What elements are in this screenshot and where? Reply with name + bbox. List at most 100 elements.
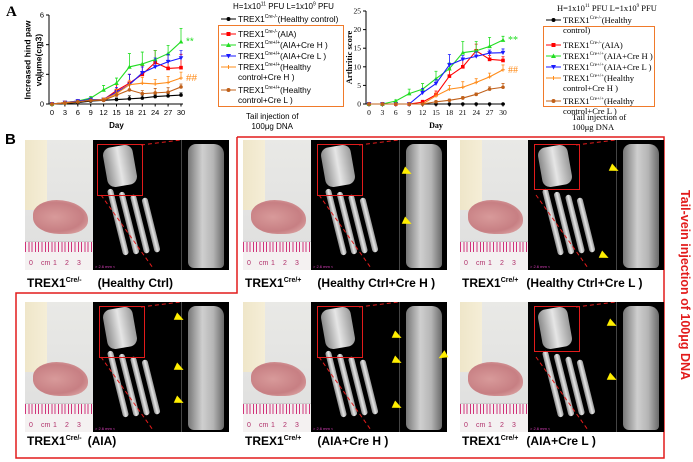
dose-l-exp: 9 [312,1,316,8]
legend-label: TREX1Cre-/-(Healthy control) [563,15,632,35]
data-point [166,94,170,98]
y-tick-label: 0 [40,100,44,109]
data-point [50,102,54,106]
magnified-joint-image [399,140,447,270]
paw-photo: 0 cm 1 2 3 [25,140,93,270]
injection-note-line2: 100μg DNA [251,122,293,131]
x-tick-label: 24 [472,108,480,117]
significance-annotation: ## [186,73,198,84]
legend-right: TREX1Cre-/-(Healthy control) TREX1Cre-/-(… [545,15,657,119]
legend-label: TREX1Cre+/+(AIA+Cre L ) [238,51,327,61]
injection-note-line2: 100μg DNA [572,122,615,132]
x-tick-label: 27 [164,108,172,117]
legend-label: TREX1Cre-/-(AIA) [563,40,623,50]
microct-group: 0 cm 1 2 3 > 2.6 mm < [25,140,229,270]
legend-marker-icon [546,99,561,103]
data-point [407,102,411,106]
data-point [461,96,465,100]
scale-bar-label: > 2.6 mm < [530,264,551,269]
data-point [76,99,80,104]
legend-highlight-box [218,25,344,107]
legend-label: TREX1Cre-/-(AIA) [238,29,297,39]
dose-l: PFU L=1x10 [268,2,313,11]
legend-item: TREX1Cre+/+(AIA+Cre H ) [220,40,341,50]
x-tick-label: 21 [138,108,146,117]
region-of-interest-box [317,144,363,196]
group-label: TREX1Cre/+ (AIA+Cre H ) [245,434,389,448]
y-tick-label: 0 [357,100,361,109]
injection-note-right: Tail injection of 100μg DNA [572,112,626,132]
data-point [179,65,183,70]
paw-photo: 0 cm 1 2 3 [460,302,528,432]
data-point [447,66,452,71]
x-tick-label: 30 [499,108,507,117]
data-point [114,97,119,102]
data-point [114,93,119,97]
injection-note-left: Tail injection of 100μg DNA [246,112,298,132]
data-point [501,102,505,106]
legend-label: TREX1Cre+/+(AIA+Cre L ) [563,62,652,72]
legend-item: TREX1Cre-/-(Healthy control) [545,15,657,35]
legend-item: TREX1Cre+/+(AIA+Cre L ) [545,62,657,72]
x-tick-label: 21 [459,108,467,117]
legend-marker-icon [221,42,236,47]
magnified-joint-image [181,302,229,432]
data-point [474,102,478,106]
data-point [460,57,466,62]
dose-h-exp: 11 [260,1,266,8]
data-point [153,91,157,95]
data-point [393,98,399,103]
y-tick-label: 15 [354,44,362,53]
data-point [501,67,505,72]
group-label: TREX1Cre/+ (Healthy Ctrl+Cre L ) [462,276,643,290]
legend-item: TREX1Cre-/-(Healthy control) [220,14,341,24]
legend-label: TREX1Cre-/-(Healthy control) [238,14,339,24]
data-point [461,85,465,90]
x-axis-label: Day [429,121,443,130]
legend-item: TREX1Cre+/+(AIA+Cre H ) [545,51,657,61]
data-point [178,56,184,61]
scale-bar-label: > 2.6 mm < [313,264,334,269]
scale-bar-label: > 2.6 mm < [95,264,116,269]
data-point [487,75,492,79]
legend-item: TREX1Cre+/+(Healthy control+Cre L ) [545,96,657,116]
data-point [127,64,132,69]
series-5 [367,83,505,106]
region-of-interest-box [534,306,580,352]
microct-group: 0 cm 1 2 3 > 2.6 mm < [25,302,229,432]
dose-h-exp: 11 [584,4,590,10]
x-tick-label: 0 [367,108,371,117]
injection-note-line1: Tail injection of [572,112,627,122]
legend-item: TREX1Cre+/+(Healthy control+Cre L ) [220,85,341,105]
microct-image: > 2.6 mm < [93,140,181,270]
data-point [394,102,398,106]
data-point [153,82,157,86]
x-axis-label: Day [109,121,124,130]
microct-image: > 2.6 mm < [528,140,616,270]
dose-l: PFU L=1x10 [591,3,637,13]
panel-a-letter: A [6,4,17,20]
data-point [487,44,492,49]
data-point [420,100,425,104]
data-point [501,85,505,90]
data-point [487,102,492,106]
paw-photo: 0 cm 1 2 3 [243,302,311,432]
data-point [460,50,466,55]
data-point [434,94,438,98]
data-point [447,102,452,106]
legend-marker-icon [546,76,561,80]
data-point [63,101,67,106]
panel-b-letter: B [5,131,16,148]
data-point [461,102,465,106]
ruler: 0 cm 1 2 3 [460,403,528,432]
data-point [140,61,145,66]
data-point [500,37,506,42]
y-tick-label: 2 [40,70,44,79]
microct-image: > 2.6 mm < [311,140,399,270]
y-tick-label: 6 [40,11,44,20]
legend-item: TREX1Cre+/+(Healthy control+Cre H ) [545,73,657,93]
paw-photo: 0 cm 1 2 3 [243,140,311,270]
data-point [474,92,478,97]
